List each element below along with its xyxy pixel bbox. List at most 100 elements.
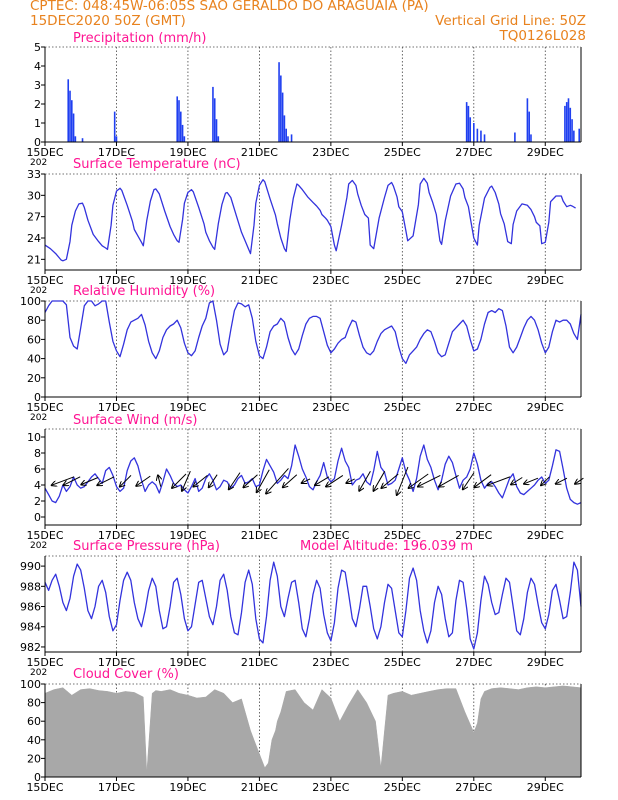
- precip-bar: [483, 134, 486, 142]
- precip-bar: [528, 111, 530, 142]
- precip-bar: [473, 123, 475, 142]
- cloud-panel: [41, 683, 582, 781]
- wind-x-tick-label: 19DEC: [169, 529, 206, 542]
- cloud-x-tick-label: 27DEC: [455, 781, 492, 794]
- wind-vector-arrow: [439, 474, 459, 486]
- precip-bar: [465, 102, 468, 142]
- wind-vector-arrow: [524, 477, 539, 484]
- precip-bar: [183, 136, 186, 142]
- temp-x-tick-label: 15DEC: [26, 274, 63, 287]
- temp-y-tick-label: 24: [27, 232, 41, 245]
- wind-series-line: [44, 444, 582, 505]
- precip-bar: [69, 90, 71, 142]
- wind-y-tick-label: 0: [34, 511, 41, 524]
- cloud-x-tick-label: 21DEC: [241, 781, 278, 794]
- rh-x-tick-label: 15DEC: [26, 401, 63, 414]
- precip-bar: [467, 105, 470, 142]
- wind-vector-arrow: [283, 474, 298, 488]
- cloud-y-tick-label: 60: [27, 715, 41, 728]
- wind-x-tick-label: 29DEC: [527, 529, 564, 542]
- header-grid-line: Vertical Grid Line: 50Z: [435, 13, 586, 29]
- wind-vector-arrow: [511, 477, 523, 485]
- pres-x-tick-label: 17DEC: [98, 656, 135, 669]
- rh-x-tick-label: 27DEC: [455, 401, 492, 414]
- rh-x-tick-label: 29DEC: [527, 401, 564, 414]
- temp-y-tick-label: 27: [27, 211, 41, 224]
- rh-y-tick-label: 60: [27, 333, 41, 346]
- cloud-title: Cloud Cover (%): [73, 667, 179, 682]
- wind-vector-arrow: [315, 476, 330, 485]
- wind-y-tick-label: 8: [34, 447, 41, 460]
- cloud-x-tick-label: 29DEC: [527, 781, 564, 794]
- wind-vector-arrow: [136, 475, 151, 486]
- wind-x-tick-label: 25DEC: [384, 529, 421, 542]
- precip-y-tick-label: 0: [34, 136, 41, 149]
- precip-x-tick-label: 21DEC: [241, 146, 278, 159]
- cloud-y-tick-label: 0: [34, 771, 41, 784]
- temp-y-tick-label: 33: [27, 168, 41, 181]
- wind-vector-arrow: [97, 476, 115, 485]
- precip-bar: [213, 98, 216, 142]
- pres-x-tick-label: 21DEC: [241, 656, 278, 669]
- cloud-x-tick-label: 17DEC: [98, 781, 135, 794]
- precip-bar: [564, 105, 566, 142]
- precip-bar: [178, 100, 180, 142]
- cloud-y-tick-label: 80: [27, 697, 41, 710]
- precip-bar: [514, 132, 516, 142]
- rh-x-tick-label: 17DEC: [98, 401, 135, 414]
- precip-bar: [278, 62, 280, 143]
- pres-year-fragment: 202: [30, 668, 47, 678]
- wind-vector-arrow: [243, 474, 258, 488]
- cloud-x-tick-label: 23DEC: [312, 781, 349, 794]
- pres-x-tick-label: 15DEC: [26, 656, 63, 669]
- wind-vector-arrow: [266, 468, 289, 493]
- precip-bar: [212, 86, 214, 142]
- temp-series-line: [44, 177, 576, 262]
- precip-x-tick-label: 29DEC: [527, 146, 564, 159]
- wind-vector-arrow: [418, 474, 441, 486]
- header-date: 15DEC2020 50Z (GMT): [30, 13, 186, 29]
- rh-x-tick-label: 23DEC: [312, 401, 349, 414]
- precip-bar: [71, 100, 73, 142]
- wind-vector-arrow: [193, 475, 208, 486]
- rh-y-tick-label: 80: [27, 314, 41, 327]
- wind-vector-arrow: [81, 477, 99, 485]
- wind-vector-arrow: [575, 477, 584, 484]
- precip-bar: [476, 128, 479, 142]
- wind-x-tick-label: 23DEC: [312, 529, 349, 542]
- wind-vector-arrow: [209, 474, 218, 488]
- precip-bar: [181, 124, 184, 142]
- precip-bar: [115, 136, 118, 142]
- wind-vector-arrow: [556, 477, 568, 484]
- precip-y-tick-label: 5: [34, 41, 41, 54]
- precip-bar: [526, 98, 529, 142]
- wind-x-tick-label: 15DEC: [26, 529, 63, 542]
- wind-vector-arrow: [397, 466, 409, 495]
- precip-y-tick-label: 1: [34, 117, 41, 130]
- wind-vector-arrow: [541, 476, 550, 485]
- rh-y-tick-label: 0: [34, 391, 41, 404]
- precip-bar: [469, 117, 472, 142]
- temp-x-tick-label: 17DEC: [98, 274, 135, 287]
- model-altitude-label: Model Altitude: 196.039 m: [300, 539, 473, 554]
- wind-panel: [41, 428, 584, 529]
- pres-title: Surface Pressure (hPa): [73, 539, 220, 554]
- precip-x-tick-label: 19DEC: [169, 146, 206, 159]
- precip-bar: [217, 136, 220, 142]
- header-model-id: TQ0126L028: [499, 28, 586, 44]
- pres-x-tick-label: 23DEC: [312, 656, 349, 669]
- rh-y-tick-label: 100: [20, 295, 41, 308]
- wind-vector-arrow: [120, 475, 132, 486]
- precip-x-tick-label: 23DEC: [312, 146, 349, 159]
- wind-vector-arrow: [182, 471, 191, 491]
- wind-vector-arrow: [326, 474, 344, 486]
- precip-bar: [571, 119, 573, 142]
- temp-year-fragment: 202: [30, 286, 47, 296]
- precip-year-fragment: 202: [30, 158, 47, 168]
- precip-bar: [287, 136, 289, 142]
- precip-y-tick-label: 4: [34, 60, 41, 73]
- temp-title: Surface Temperature (nC): [73, 157, 241, 172]
- pres-y-tick-label: 990: [20, 560, 41, 573]
- wind-year-fragment: 202: [30, 541, 47, 551]
- precip-title: Precipitation (mm/h): [73, 31, 206, 46]
